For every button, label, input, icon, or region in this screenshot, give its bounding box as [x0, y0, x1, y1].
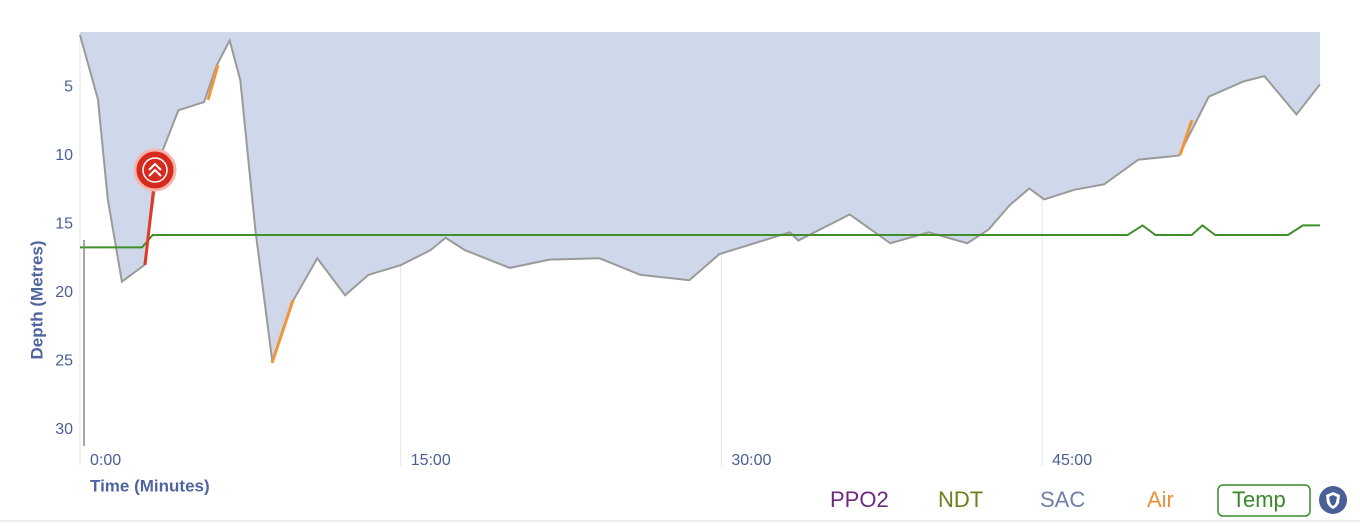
x-tick-label: 15:00	[411, 452, 451, 469]
x-tick-label: 0:00	[90, 452, 121, 469]
y-tick-label: 30	[55, 421, 73, 438]
legend-item[interactable]: Temp	[1232, 487, 1286, 512]
temperature-line	[80, 224, 1320, 249]
x-tick-label: 45:00	[1052, 452, 1092, 469]
legend-item[interactable]: SAC	[1040, 487, 1085, 512]
ascent-highlight	[1178, 119, 1194, 156]
depth-area	[80, 32, 1320, 363]
event-line	[143, 184, 156, 266]
x-tick-label: 30:00	[731, 452, 771, 469]
y-axis-label: Depth (Metres)	[27, 240, 46, 359]
y-tick-label: 5	[64, 79, 73, 96]
legend-item[interactable]: PPO2	[830, 487, 889, 512]
event-marker-inner	[142, 157, 168, 183]
depth-line	[79, 34, 1321, 363]
x-axis-label: Time (Minutes)	[90, 476, 210, 495]
y-tick-label: 10	[55, 147, 73, 164]
ascent-highlight	[270, 299, 295, 364]
legend-item[interactable]: NDT	[938, 487, 983, 512]
ascent-highlight	[206, 64, 220, 101]
event-icon	[148, 162, 162, 177]
legend-item[interactable]: Air	[1147, 487, 1174, 512]
y-tick-label: 25	[55, 353, 73, 370]
y-tick-label: 15	[55, 216, 73, 233]
shield-icon[interactable]	[1319, 486, 1347, 514]
legend-box	[1217, 484, 1311, 517]
y-tick-label: 20	[55, 284, 73, 301]
